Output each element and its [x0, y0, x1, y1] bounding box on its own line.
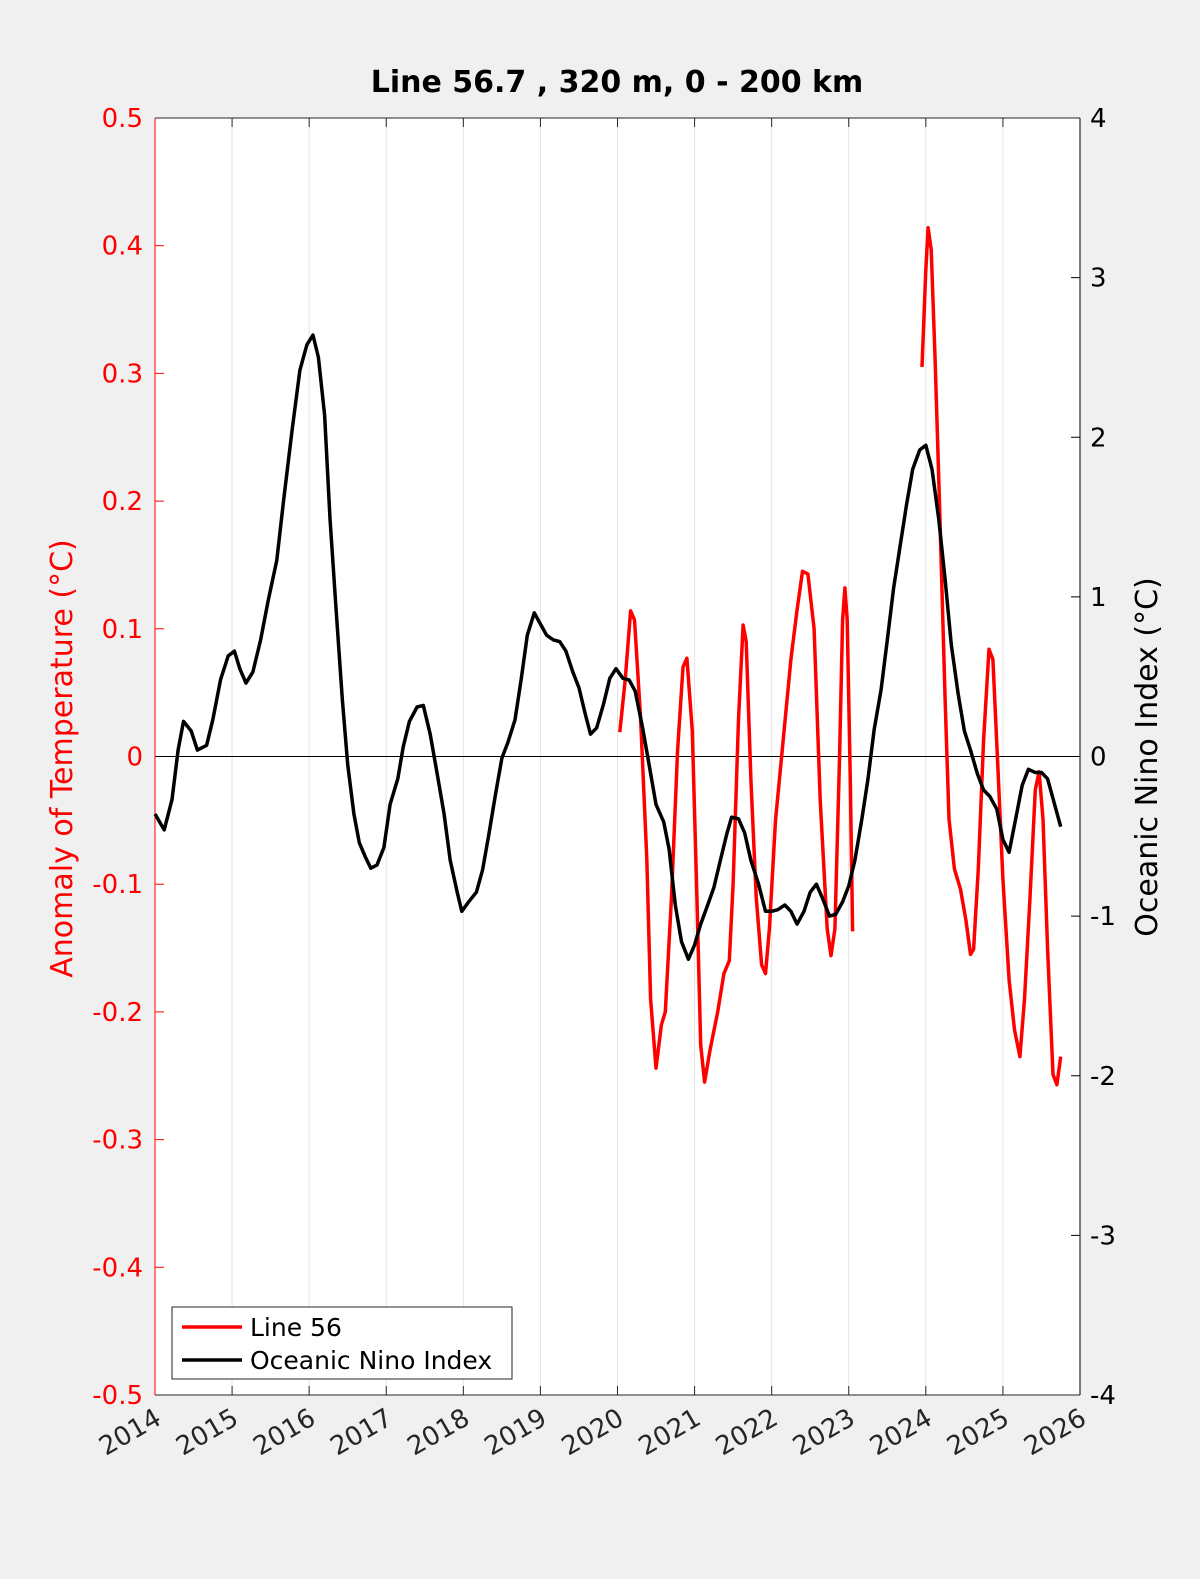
- series-line: [153, 333, 1063, 961]
- y-tick-label: -0.4: [92, 1253, 143, 1283]
- y2-tick-label: -1: [1090, 902, 1116, 932]
- x-tick-label: 2023: [788, 1403, 860, 1462]
- y-tick-label: 0.3: [102, 359, 143, 389]
- x-tick-label: 2015: [171, 1403, 243, 1462]
- y2-tick-label: -3: [1090, 1221, 1116, 1251]
- x-tick-label: 2022: [711, 1403, 783, 1462]
- x-tick-label: 2025: [942, 1403, 1014, 1462]
- y2-tick-label: 0: [1090, 743, 1107, 773]
- x-tick-label: 2018: [403, 1403, 475, 1462]
- y2-tick-label: -4: [1090, 1381, 1116, 1411]
- x-tick-label: 2020: [557, 1403, 629, 1462]
- y2-tick-label: -2: [1090, 1062, 1116, 1092]
- y2-tick-label: 2: [1090, 423, 1107, 453]
- y2-tick-label: 3: [1090, 264, 1107, 294]
- y-tick-label: 0.4: [102, 232, 143, 262]
- x-tick-label: 2024: [865, 1403, 937, 1462]
- y-tick-label: 0.2: [102, 487, 143, 517]
- x-tick-label: 2021: [634, 1403, 706, 1462]
- y-tick-label: -0.1: [92, 870, 143, 900]
- y2-tick-label: 4: [1090, 104, 1107, 134]
- legend-label: Oceanic Nino Index: [250, 1346, 492, 1375]
- legend-box: [171, 1306, 513, 1380]
- legend-label: Line 56: [250, 1313, 342, 1342]
- y-axis-label: Anomaly of Temperature (°C): [45, 539, 80, 978]
- x-tick-label: 2017: [325, 1403, 397, 1462]
- y-tick-label: -0.5: [92, 1381, 143, 1411]
- y-tick-label: 0.5: [102, 104, 143, 134]
- y2-axis-label: Oceanic Nino Index (°C): [1130, 577, 1165, 937]
- y2-tick-label: 1: [1090, 583, 1107, 613]
- y-tick-label: -0.3: [92, 1126, 143, 1156]
- y-tick-label: 0: [126, 743, 143, 773]
- y-tick-label: 0.1: [102, 615, 143, 645]
- y-tick-label: -0.2: [92, 998, 143, 1028]
- chart-title: Line 56.7 , 320 m, 0 - 200 km: [371, 65, 864, 100]
- x-tick-label: 2014: [94, 1403, 166, 1462]
- x-tick-label: 2016: [248, 1403, 320, 1462]
- x-tick-label: 2019: [480, 1403, 552, 1462]
- x-tick-label: 2026: [1019, 1403, 1091, 1462]
